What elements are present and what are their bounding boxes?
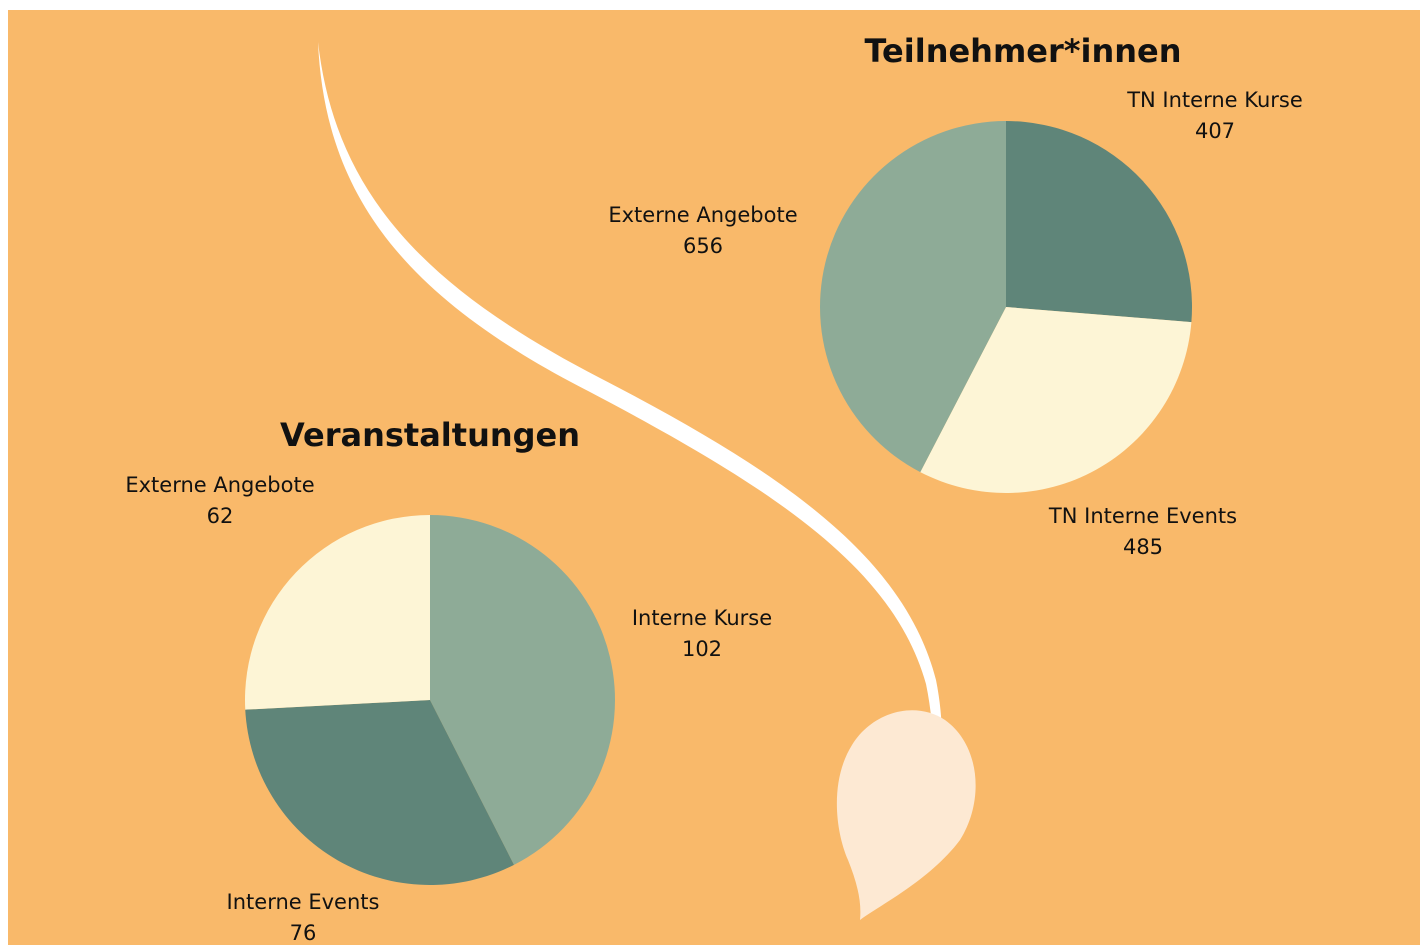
slice-value: 62 [207,504,234,528]
slice-label: Externe Angebote [125,473,314,497]
slice-value: 656 [683,234,723,258]
page: Teilnehmer*innen TN Interne Kurse 407 TN In… [0,0,1427,949]
slice-label: Interne Kurse [632,606,772,630]
slice-value: 76 [290,921,317,945]
slice-value: 102 [682,637,722,661]
chart-title: Veranstaltungen [280,416,580,454]
slice-value: 407 [1195,119,1235,143]
slice-label: TN Interne Kurse [1126,88,1303,112]
slice-label: Interne Events [227,890,380,914]
slice-label: TN Interne Events [1048,504,1237,528]
slice-label: Externe Angebote [608,203,797,227]
chart-title: Teilnehmer*innen [864,32,1181,70]
slice-value: 485 [1123,535,1163,559]
